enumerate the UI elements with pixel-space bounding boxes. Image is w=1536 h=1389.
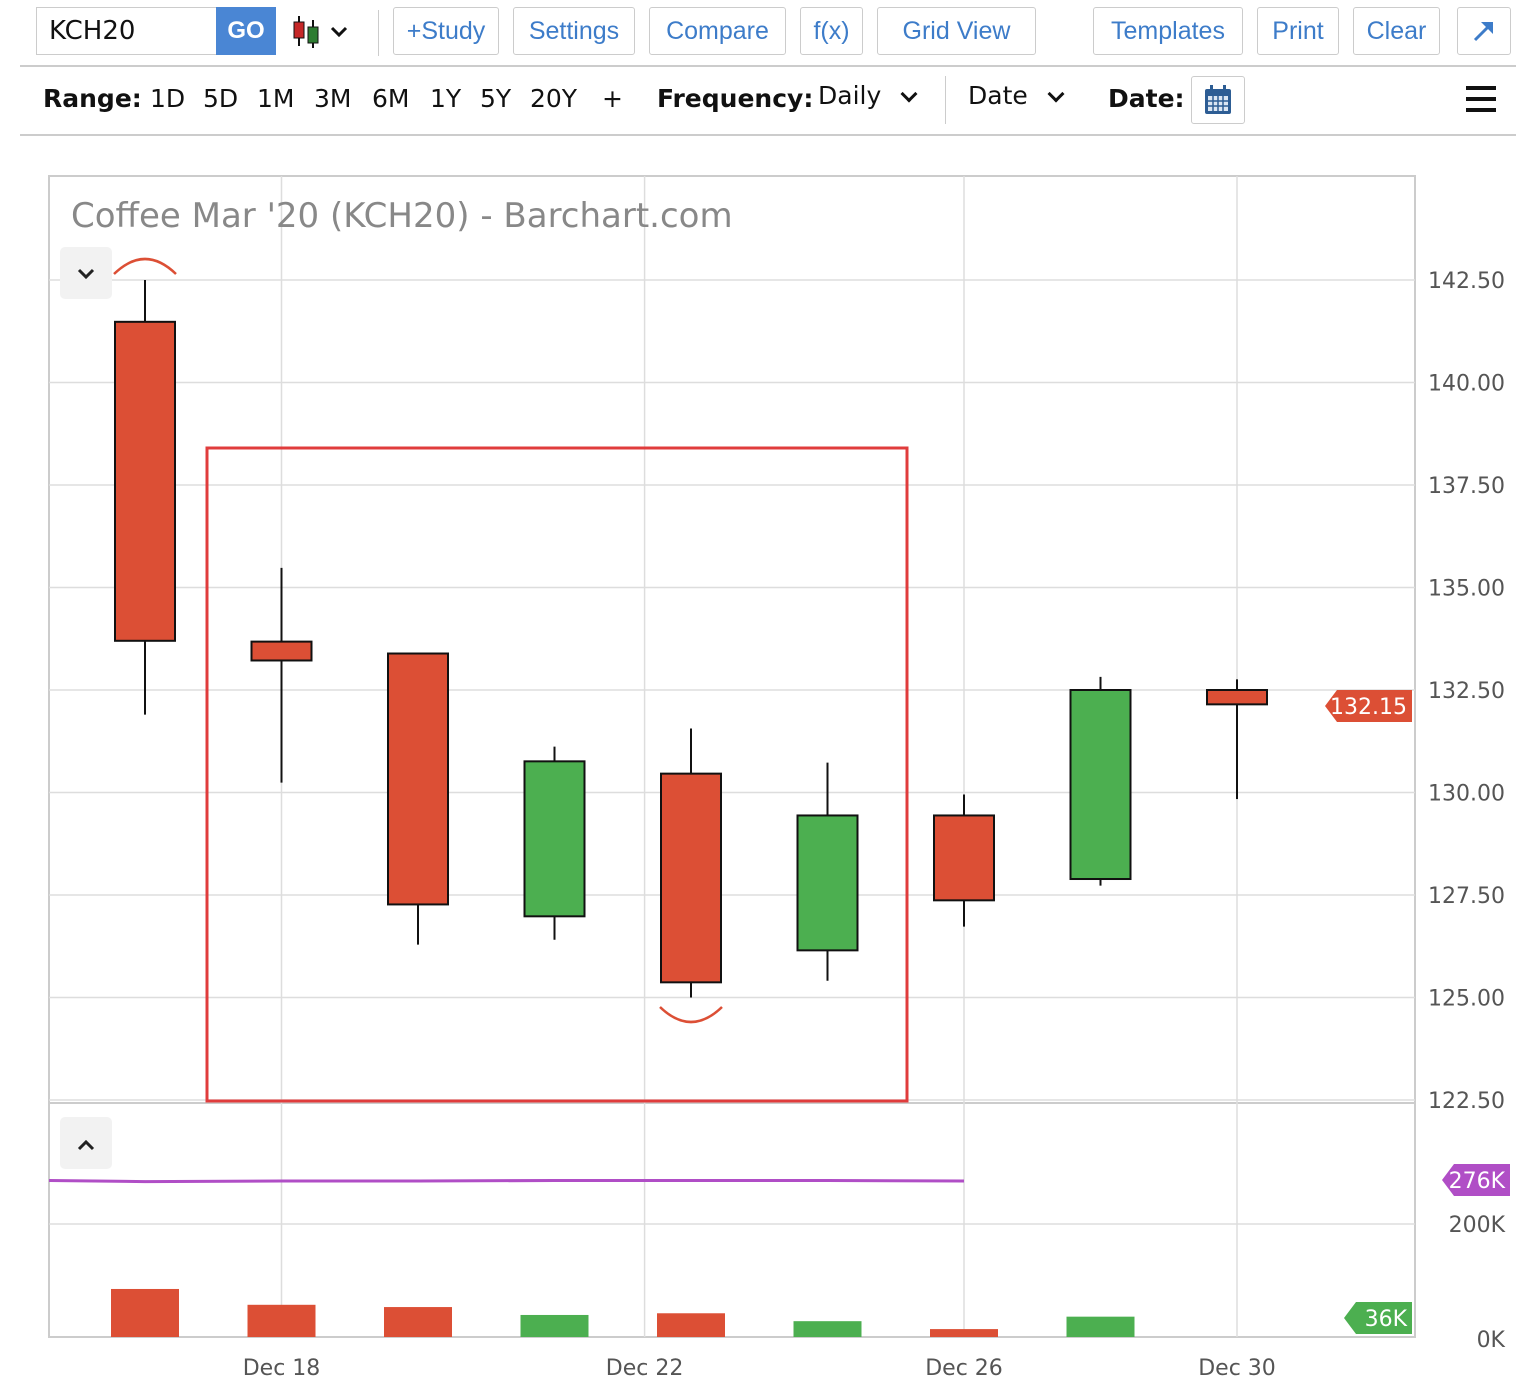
candle-body — [523, 760, 586, 918]
open-interest-label: 276K — [1449, 1169, 1506, 1194]
templates-button[interactable]: Templates — [1093, 7, 1243, 55]
volume-bar — [1066, 1316, 1135, 1337]
highlight-box — [205, 446, 909, 1103]
fx-button[interactable]: f(x) — [800, 7, 863, 55]
range-3m[interactable]: 3M — [314, 84, 352, 113]
chevron-down-icon — [330, 26, 348, 38]
frequency-dropdown[interactable]: Daily — [818, 81, 882, 110]
last-price-label: 132.15 — [1330, 695, 1407, 720]
expand-button[interactable] — [1457, 7, 1511, 55]
last-price-flag — [1325, 690, 1412, 722]
volume-bar — [520, 1314, 589, 1337]
range-1m[interactable]: 1M — [257, 84, 295, 113]
go-button[interactable]: GO — [216, 7, 276, 55]
candle-body — [114, 320, 176, 642]
chevron-down-icon[interactable] — [900, 85, 918, 103]
volume-bar — [793, 1321, 862, 1337]
date-label: Date: — [1108, 84, 1185, 113]
low-marker-arc — [659, 1006, 723, 1024]
divider — [20, 134, 1516, 136]
last-volume-flag — [1344, 1302, 1412, 1334]
price-tick-label: 125.00 — [1428, 987, 1505, 1012]
candlestick-icon — [293, 16, 348, 48]
range-5y[interactable]: 5Y — [480, 84, 512, 113]
open-interest-flag — [1442, 1164, 1510, 1196]
volume-tick-label: 200K — [1449, 1213, 1506, 1238]
candle-body — [660, 772, 722, 984]
grid-view-button[interactable]: Grid View — [877, 7, 1036, 55]
date-picker-button[interactable] — [1191, 76, 1245, 124]
price-tick-label: 132.50 — [1428, 679, 1505, 704]
range-custom[interactable]: + — [602, 84, 623, 113]
chart-title: Coffee Mar '20 (KCH20) - Barchart.com — [71, 196, 733, 236]
candle-body — [387, 652, 449, 906]
date-tick-label: Dec 18 — [243, 1356, 321, 1381]
price-tick-label: 142.50 — [1428, 269, 1505, 294]
candle-body — [1206, 689, 1268, 706]
range-5d[interactable]: 5D — [203, 84, 239, 113]
plot-area — [48, 175, 1416, 1338]
date-tick-label: Dec 22 — [606, 1356, 684, 1381]
range-1d[interactable]: 1D — [150, 84, 186, 113]
volume-bar — [111, 1288, 179, 1337]
clear-button[interactable]: Clear — [1353, 7, 1440, 55]
chevron-down-icon[interactable] — [1047, 85, 1065, 103]
volume-tick-label: 0K — [1477, 1328, 1506, 1353]
hamburger-menu-icon[interactable] — [1466, 86, 1496, 112]
last-volume-label: 36K — [1365, 1307, 1408, 1332]
chevron-down-icon — [77, 268, 95, 280]
candle-body — [933, 814, 995, 902]
study-button[interactable]: +Study — [393, 7, 499, 55]
range-6m[interactable]: 6M — [372, 84, 410, 113]
chevron-up-icon — [77, 1139, 95, 1151]
toolbar: KCH20 GO +Study Settings Compare f(x) Gr… — [0, 0, 1536, 66]
range-1y[interactable]: 1Y — [430, 84, 462, 113]
price-tick-label: 135.00 — [1428, 577, 1505, 602]
high-marker-arc — [113, 257, 177, 275]
frequency-label: Frequency: — [657, 84, 814, 113]
range-bar: Range: 1D 5D 1M 3M 6M 1Y 5Y 20Y + Freque… — [0, 68, 1536, 134]
date-tick-label: Dec 30 — [1198, 1356, 1276, 1381]
volume-bar — [384, 1307, 452, 1337]
range-label: Range: — [43, 84, 142, 113]
price-tick-label: 127.50 — [1428, 884, 1505, 909]
date-tick-label: Dec 26 — [925, 1356, 1003, 1381]
compare-button[interactable]: Compare — [649, 7, 786, 55]
price-tick-label: 130.00 — [1428, 782, 1505, 807]
candle-body — [250, 640, 313, 662]
candle-body — [796, 814, 859, 952]
price-tick-label: 140.00 — [1428, 372, 1505, 397]
date-mode-dropdown[interactable]: Date — [968, 81, 1028, 110]
chart-type-dropdown[interactable] — [290, 14, 354, 50]
volume-bar — [930, 1329, 998, 1337]
divider — [378, 10, 379, 56]
volume-bar — [247, 1304, 316, 1337]
settings-button[interactable]: Settings — [513, 7, 635, 55]
symbol-input[interactable]: KCH20 — [36, 7, 216, 55]
arrow-up-right-icon — [1473, 22, 1493, 42]
divider — [20, 65, 1516, 67]
range-20y[interactable]: 20Y — [530, 84, 578, 113]
calendar-icon — [1205, 85, 1231, 114]
divider — [945, 76, 946, 124]
candle-body — [1069, 689, 1132, 881]
volume-bar — [657, 1313, 725, 1337]
price-tick-label: 137.50 — [1428, 474, 1505, 499]
collapse-price-button[interactable] — [60, 247, 112, 299]
price-tick-label: 122.50 — [1428, 1089, 1505, 1114]
print-button[interactable]: Print — [1257, 7, 1339, 55]
open-interest-line — [48, 1178, 965, 1184]
